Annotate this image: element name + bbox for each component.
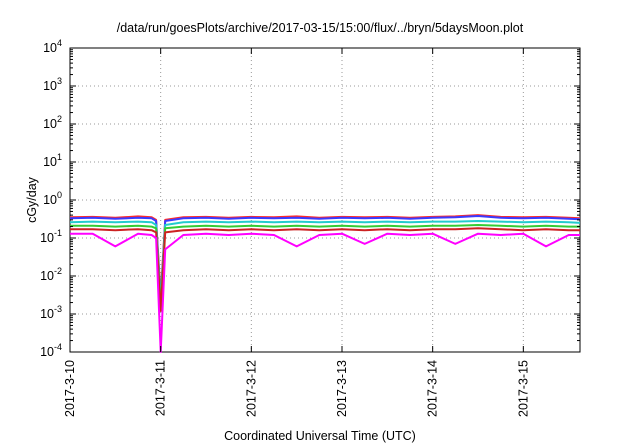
y-tick-label: 103 [43,76,62,93]
y-tick-label: 100 [43,190,62,207]
series-line [69,220,581,304]
y-tick-label: 10-2 [40,266,62,283]
series-line [70,227,580,312]
y-tick-label: 101 [43,152,62,169]
y-tick-label: 104 [43,38,62,55]
grid-lines [70,48,580,352]
y-axis-label: cGy/day [25,177,39,223]
x-tick-label: 2017-3-12 [244,360,258,417]
y-tick-label: 10-1 [40,228,62,245]
y-tick-label: 10-4 [40,342,62,359]
series-line [70,224,580,309]
x-tick-label: 2017-3-10 [63,360,77,417]
series-line [69,215,581,304]
x-tick-label: 2017-3-11 [154,360,168,416]
axis-ticks: 10-4 10-3 10-2 10-1 100 101 102 103 104 2017-3-10… [40,38,580,417]
x-tick-label: 2017-3-15 [516,360,530,417]
x-axis-label: Coordinated Universal Time (UTC) [224,429,416,443]
x-tick-label: 2017-3-13 [335,360,349,417]
y-tick-label: 10-3 [40,304,62,321]
x-tick-label: 2017-3-14 [426,360,440,417]
y-tick-label: 102 [43,114,62,131]
series-line [70,232,580,353]
series-group [69,214,581,353]
chart-title: /data/run/goesPlots/archive/2017-03-15/1… [116,21,524,35]
